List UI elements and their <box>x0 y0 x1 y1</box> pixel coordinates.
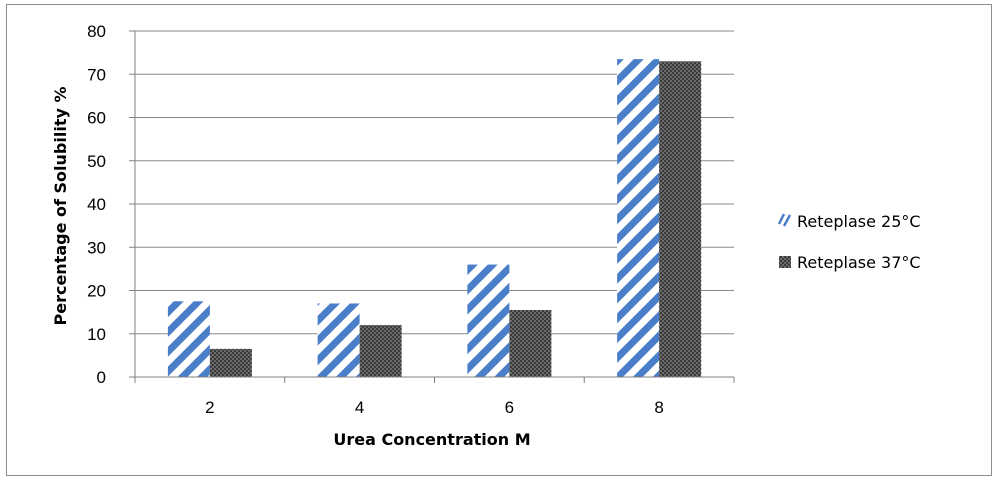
x-tick-labels: 2 4 6 8 <box>205 398 664 417</box>
y-tick-label: 50 <box>87 152 106 171</box>
bar-25c-6 <box>467 264 510 377</box>
y-tick-label: 70 <box>87 65 106 84</box>
x-tick-label: 8 <box>654 398 663 417</box>
y-tick-label: 10 <box>87 325 106 344</box>
bar-25c-8 <box>617 59 660 378</box>
axes <box>129 30 735 383</box>
y-tick-label: 0 <box>97 368 106 387</box>
x-axis-label: Urea Concentration M <box>333 430 530 449</box>
bar-37c-2 <box>209 348 252 377</box>
bars <box>167 59 702 378</box>
legend-label-37c: Reteplase 37°C <box>797 253 921 272</box>
x-tick-label: 6 <box>505 398 514 417</box>
bar-25c-2 <box>167 301 210 377</box>
bar-37c-4 <box>359 325 402 377</box>
bar-25c-4 <box>317 303 360 377</box>
legend-label-25c: Reteplase 25°C <box>797 212 921 231</box>
y-tick-label: 30 <box>87 238 106 257</box>
legend: Reteplase 25°C Reteplase 37°C <box>777 212 921 272</box>
x-tick-label: 4 <box>355 398 364 417</box>
y-tick-label: 80 <box>87 22 106 41</box>
legend-swatch-37c <box>779 256 791 268</box>
legend-swatch-25c <box>777 213 792 227</box>
x-tick-label: 2 <box>205 398 214 417</box>
legend-item-37c: Reteplase 37°C <box>779 253 921 272</box>
y-axis-label: Percentage of Solubility % <box>51 86 70 325</box>
chart-frame <box>6 4 992 476</box>
y-tick-label: 40 <box>87 195 106 214</box>
legend-item-25c: Reteplase 25°C <box>777 212 921 231</box>
bar-37c-8 <box>659 61 702 378</box>
y-tick-label: 20 <box>87 282 106 301</box>
y-tick-label: 60 <box>87 109 106 128</box>
y-tick-labels: 0 10 20 30 40 50 60 70 80 <box>87 22 106 387</box>
bar-37c-6 <box>509 309 552 377</box>
